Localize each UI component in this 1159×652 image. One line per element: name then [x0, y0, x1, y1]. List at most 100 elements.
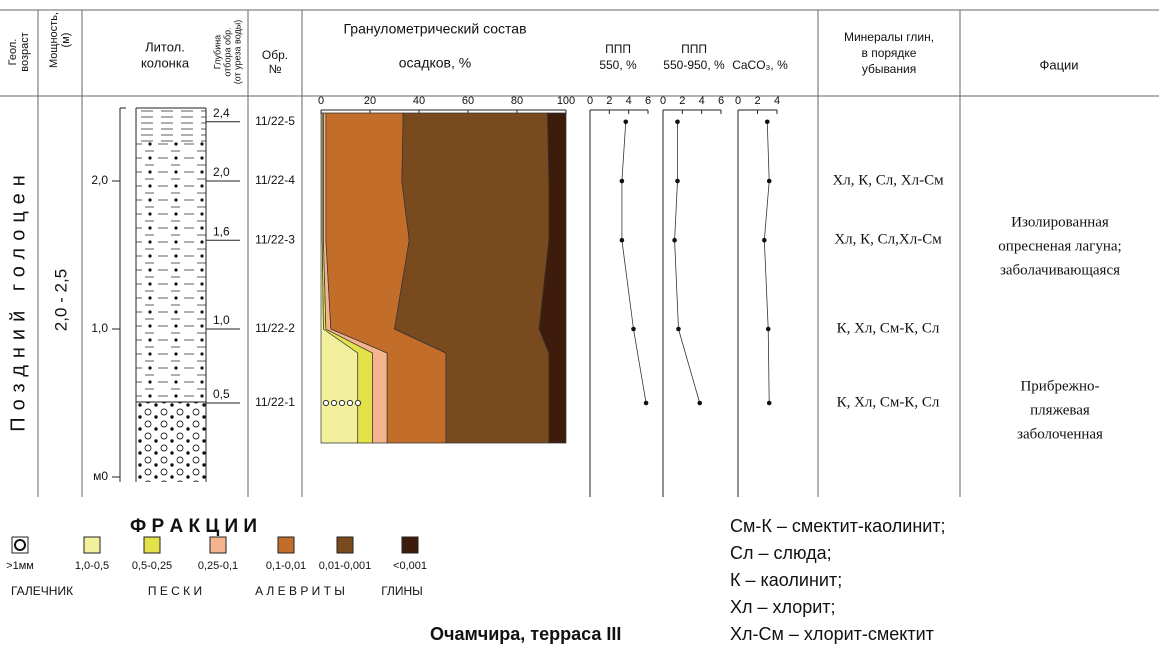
profile-point [620, 179, 625, 184]
legend-title: Ф Р А К Ц И И [130, 516, 257, 537]
caption: Очамчира, терраса III [430, 624, 621, 644]
figure: Геол.возраст Мощность,(м) Глубинаотбора об… [0, 0, 1159, 652]
profile-point [675, 120, 680, 125]
legend-label: 0,1-0,01 [266, 560, 306, 572]
legend-swatch [337, 537, 353, 553]
header-minerals: в порядке [862, 46, 917, 60]
header-depth-line: Глубина [212, 35, 222, 69]
x-tick-label: 0 [587, 95, 593, 107]
legend-swatch [210, 537, 226, 553]
legend-group: ГЛИНЫ [381, 584, 423, 598]
header-ppp550: 550, % [599, 58, 637, 72]
profile-point [767, 401, 772, 406]
x-tick-label: 40 [413, 95, 425, 107]
sample-id: 11/22-3 [255, 232, 295, 246]
abbreviation: Сл – слюда; [730, 543, 832, 563]
abbreviation: Хл-См – хлорит-смектит [730, 624, 934, 644]
header-grain: осадков, % [399, 55, 471, 71]
header-ppp550950: 550-950, % [663, 58, 725, 72]
profile-point [675, 179, 680, 184]
x-tick-label: 60 [462, 95, 474, 107]
header-depth-line: (от уреза воды) [232, 20, 242, 84]
header-thickness-line: (м) [60, 33, 72, 48]
gravel-mark [339, 400, 344, 405]
minerals: Хл, К, Сл,Хл-См [834, 232, 942, 248]
header-minerals: убывания [862, 62, 916, 76]
x-tick-label: 6 [718, 95, 724, 107]
legend-label: 1,0-0,5 [75, 560, 109, 572]
sample-id: 11/22-2 [255, 321, 295, 335]
header-sample: Обр. [262, 48, 288, 62]
minerals: К, Хл, См-К, Сл [837, 394, 940, 410]
legend-label: 0,5-0,25 [132, 560, 172, 572]
minerals: Хл, К, Сл, Хл-См [832, 172, 944, 188]
x-tick-label: 4 [699, 95, 705, 107]
profile-line [675, 122, 700, 403]
legend-label: >1мм [6, 560, 34, 572]
x-tick-label: 4 [626, 95, 632, 107]
header-grain: Гранулометрический состав [343, 21, 526, 37]
legend-swatch [84, 537, 100, 553]
profile-point [676, 327, 681, 332]
abbreviation: Хл – хлорит; [730, 597, 836, 617]
thickness: 2,0 - 2,5 [51, 269, 70, 331]
facies: Изолированная [1011, 214, 1109, 230]
sample-id: 11/22-4 [255, 173, 295, 187]
abbreviation: См-К – смектит-каолинит; [730, 516, 946, 536]
sample-depth: 0,5 [213, 387, 230, 401]
age-label: Поздний голоцен [7, 168, 29, 432]
header-minerals: Минералы глин, [844, 30, 934, 44]
x-tick-label: 0 [735, 95, 741, 107]
header-geo-age-line: возраст [19, 32, 31, 72]
header-thickness-line: Мощность, [48, 12, 60, 68]
abbreviation: К – каолинит; [730, 570, 842, 590]
age: Поздний голоцен [7, 168, 29, 432]
depth-tick-label: м0 [93, 469, 108, 483]
legend-group: П Е С К И [148, 584, 202, 598]
profile-point [765, 120, 770, 125]
x-tick-label: 2 [679, 95, 685, 107]
profile-point [631, 327, 636, 332]
profile-line [764, 122, 769, 403]
x-tick-label: 80 [511, 95, 523, 107]
x-tick-label: 0 [318, 95, 324, 107]
profile-point [623, 120, 628, 125]
gravel-mark [347, 400, 352, 405]
sample-depth: 2,4 [213, 106, 230, 120]
header-caco3: CaCO₃, % [732, 58, 788, 72]
sample-id: 11/22-5 [255, 114, 295, 128]
thickness-label: 2,0 - 2,5 [51, 269, 70, 331]
x-tick-label: 4 [774, 95, 780, 107]
lithology-column [120, 108, 206, 482]
facies: заболоченная [1017, 426, 1103, 442]
legend-swatch [278, 537, 294, 553]
legend-label: 0,25-0,1 [198, 560, 238, 572]
header-depth-line: отбора обр. [222, 27, 232, 76]
header-sample: № [269, 62, 282, 76]
header-facies: Фации [1039, 57, 1078, 72]
legend-group: ГАЛЕЧНИК [11, 584, 73, 598]
profile-line [622, 122, 646, 403]
x-tick-label: 2 [606, 95, 612, 107]
facies: заболачивающаяся [1000, 262, 1120, 278]
profile-point [767, 179, 772, 184]
profile-point [672, 238, 677, 243]
header-thickness: Мощность,(м) [48, 12, 72, 68]
legend-swatch [402, 537, 418, 553]
header-geo-age-line: Геол. [7, 39, 19, 66]
legend-group: А Л Е В Р И Т Ы [255, 584, 345, 598]
profile-point [620, 238, 625, 243]
header-ppp550950: ППП [681, 42, 707, 56]
depth-tick-label: 2,0 [91, 173, 108, 187]
minerals: К, Хл, См-К, Сл [837, 320, 940, 336]
profile-point [762, 238, 767, 243]
legend-swatch [144, 537, 160, 553]
header-geo-age: Геол.возраст [7, 32, 31, 72]
legend-label: <0,001 [393, 560, 427, 572]
sample-depth: 2,0 [213, 165, 230, 179]
sample-depth: 1,0 [213, 313, 230, 327]
header-litho: колонка [141, 55, 190, 70]
gravel-mark [355, 400, 360, 405]
header-ppp550: ППП [605, 42, 631, 56]
